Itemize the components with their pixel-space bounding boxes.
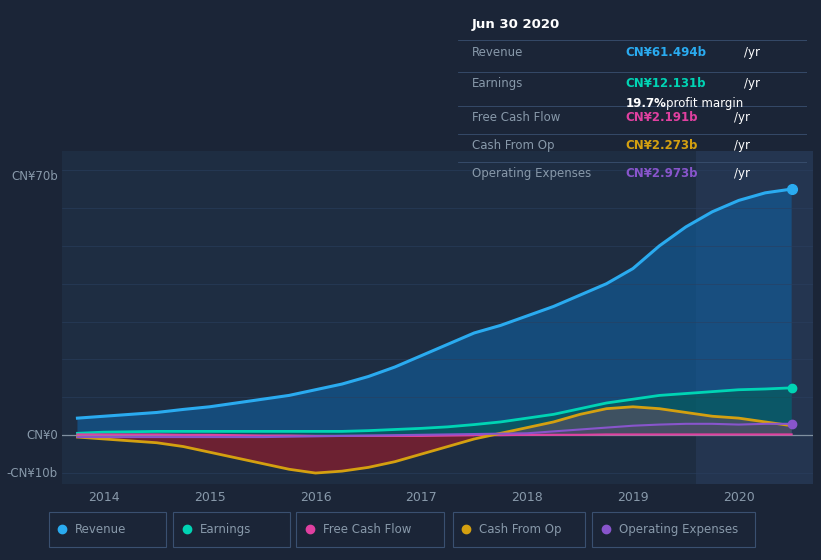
Text: CN¥2.973b: CN¥2.973b [626, 166, 698, 180]
Text: /yr: /yr [734, 111, 750, 124]
Text: /yr: /yr [734, 139, 750, 152]
Text: CN¥61.494b: CN¥61.494b [626, 46, 707, 59]
Text: CN¥70b: CN¥70b [11, 170, 57, 183]
Text: CN¥2.191b: CN¥2.191b [626, 111, 698, 124]
Text: /yr: /yr [745, 46, 760, 59]
Text: Operating Expenses: Operating Expenses [472, 166, 591, 180]
Text: Revenue: Revenue [75, 522, 126, 536]
Text: Free Cash Flow: Free Cash Flow [323, 522, 411, 536]
Text: Operating Expenses: Operating Expenses [619, 522, 738, 536]
Text: /yr: /yr [734, 166, 750, 180]
Text: CN¥0: CN¥0 [26, 428, 57, 442]
Text: Earnings: Earnings [200, 522, 251, 536]
Bar [696, 151, 821, 484]
Text: Cash From Op: Cash From Op [479, 522, 562, 536]
Text: CN¥2.273b: CN¥2.273b [626, 139, 698, 152]
Text: 19.7%: 19.7% [626, 97, 667, 110]
Text: Jun 30 2020: Jun 30 2020 [472, 18, 560, 31]
Text: -CN¥10b: -CN¥10b [7, 466, 57, 479]
Text: Earnings: Earnings [472, 77, 524, 90]
Text: /yr: /yr [745, 77, 760, 90]
Text: Free Cash Flow: Free Cash Flow [472, 111, 561, 124]
Text: CN¥12.131b: CN¥12.131b [626, 77, 706, 90]
Text: profit margin: profit margin [666, 97, 743, 110]
Text: Cash From Op: Cash From Op [472, 139, 554, 152]
Text: Revenue: Revenue [472, 46, 524, 59]
